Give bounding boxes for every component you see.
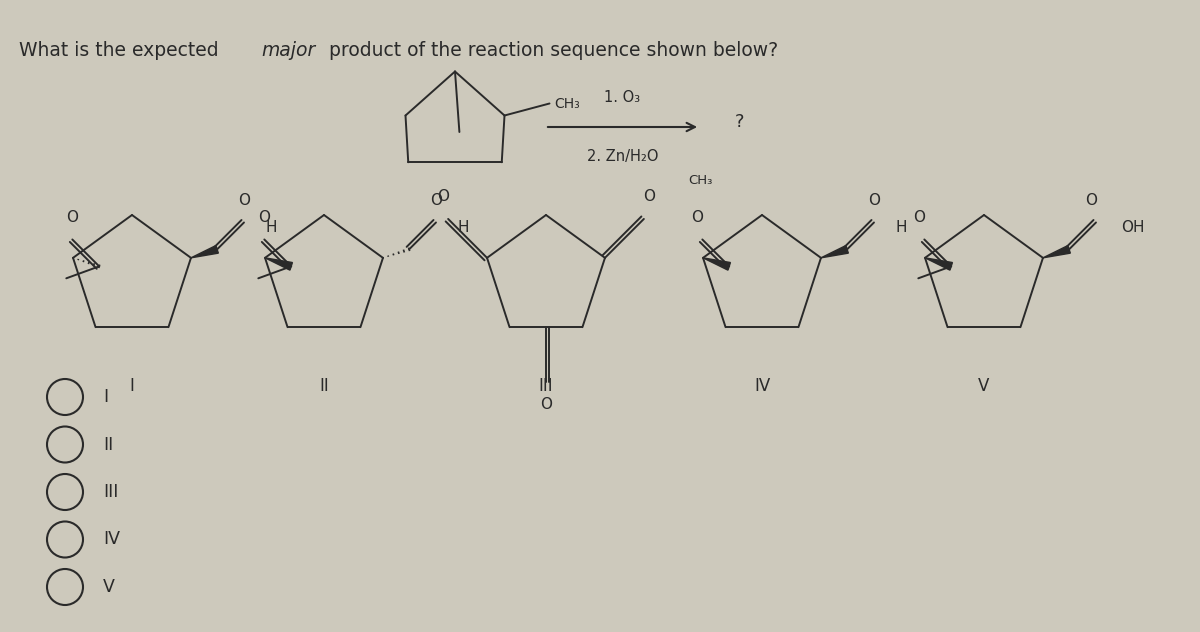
Text: V: V	[103, 578, 115, 596]
Text: O: O	[437, 190, 449, 204]
Text: O: O	[66, 210, 78, 225]
Text: O: O	[430, 193, 442, 208]
Text: O: O	[1085, 193, 1097, 208]
Text: II: II	[319, 377, 329, 395]
Text: V: V	[978, 377, 990, 395]
Text: O: O	[258, 210, 270, 225]
Text: O: O	[540, 397, 552, 411]
Text: product of the reaction sequence shown below?: product of the reaction sequence shown b…	[323, 41, 779, 60]
Text: OH: OH	[1121, 220, 1145, 235]
Polygon shape	[1043, 246, 1070, 258]
Text: ?: ?	[734, 113, 744, 131]
Text: 2. Zn/H₂O: 2. Zn/H₂O	[587, 149, 659, 164]
Polygon shape	[191, 246, 218, 258]
Text: major: major	[262, 41, 316, 60]
Text: O: O	[913, 210, 925, 225]
Text: II: II	[103, 435, 113, 454]
Text: O: O	[691, 210, 703, 225]
Text: What is the expected: What is the expected	[19, 41, 224, 60]
Text: O: O	[238, 193, 250, 208]
Text: CH₃: CH₃	[688, 174, 713, 188]
Polygon shape	[703, 258, 731, 270]
Text: I: I	[130, 377, 134, 395]
Text: 1. O₃: 1. O₃	[605, 90, 641, 105]
Text: O: O	[868, 193, 880, 208]
Text: III: III	[103, 483, 119, 501]
Text: H: H	[896, 220, 907, 235]
Text: IV: IV	[103, 530, 120, 549]
Text: IV: IV	[754, 377, 770, 395]
Text: III: III	[539, 377, 553, 395]
Polygon shape	[925, 258, 953, 270]
Polygon shape	[821, 246, 848, 258]
Text: H: H	[458, 220, 469, 235]
Polygon shape	[265, 258, 293, 270]
Text: O: O	[643, 190, 655, 204]
Text: H: H	[266, 220, 277, 235]
Text: CH₃: CH₃	[554, 97, 581, 111]
Text: I: I	[103, 388, 108, 406]
